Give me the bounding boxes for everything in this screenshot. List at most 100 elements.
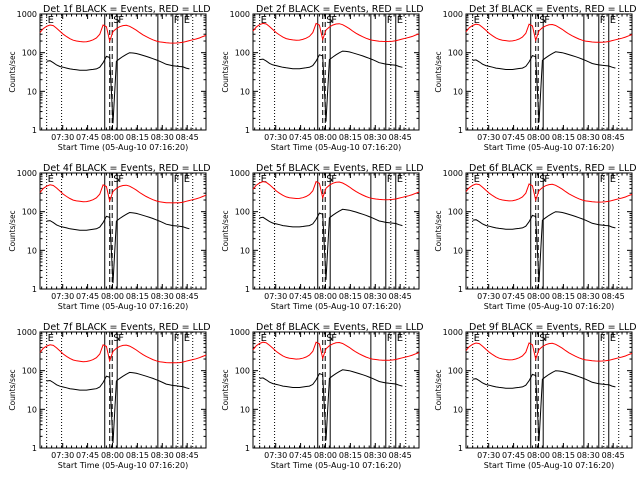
- x-tick-label: 08:45: [389, 292, 412, 301]
- marker-label: S: [113, 174, 119, 185]
- plot-frame: [465, 331, 633, 449]
- y-tick-label: 1000: [230, 10, 250, 19]
- y-tick-label: 1000: [230, 169, 250, 178]
- y-axis-label: Counts/sec: [8, 210, 17, 251]
- events-series-line: [259, 369, 403, 441]
- x-tick-label: 07:45: [502, 292, 525, 301]
- y-tick-label: 1000: [17, 328, 37, 337]
- x-tick-label: 08:00: [527, 451, 550, 460]
- y-tick-label: 1: [32, 285, 37, 294]
- x-tick-label: 08:30: [151, 451, 174, 460]
- events-series-line: [472, 211, 616, 283]
- marker-label: E: [48, 333, 54, 344]
- marker-label: F: [174, 15, 180, 26]
- marker-label: F: [544, 174, 550, 185]
- marker-label: F: [544, 333, 550, 344]
- x-tick-label: 08:15: [339, 451, 362, 460]
- panel-2: Det 2f BLACK = Events, RED = LLD 1 10 100 10…: [221, 4, 424, 152]
- marker-label: E: [610, 15, 616, 26]
- marker-label: E: [261, 15, 267, 26]
- y-tick-label: 100: [22, 49, 37, 58]
- x-tick-label: 08:30: [364, 292, 387, 301]
- x-tick-label: 08:00: [101, 451, 124, 460]
- plot-frame: [39, 331, 207, 449]
- x-tick-label: 07:45: [289, 292, 312, 301]
- x-tick-label: 08:30: [151, 292, 174, 301]
- marker-label: F: [174, 174, 180, 185]
- panel-1: Det 1f BLACK = Events, RED = LLD 1 10 100 10…: [8, 4, 211, 152]
- y-tick-label: 10: [27, 405, 37, 414]
- marker-label: E: [184, 333, 190, 344]
- x-tick-label: 07:30: [51, 133, 74, 142]
- x-tick-label: 07:45: [76, 451, 99, 460]
- x-tick-label: 08:30: [577, 451, 600, 460]
- marker-label: E: [261, 174, 267, 185]
- x-axis-label: Start Time (05-Aug-10 07:16:20): [484, 143, 615, 152]
- y-tick-label: 100: [235, 49, 250, 58]
- x-axis-label: Start Time (05-Aug-10 07:16:20): [271, 143, 402, 152]
- marker-label: F: [118, 174, 124, 185]
- y-tick-label: 1000: [443, 328, 463, 337]
- panel-title: Det 8f BLACK = Events, RED = LLD: [256, 322, 424, 333]
- x-axis-label: Start Time (05-Aug-10 07:16:20): [484, 461, 615, 470]
- x-tick-label: 08:45: [176, 292, 199, 301]
- y-axis-label: Counts/sec: [434, 51, 443, 92]
- marker-label: F: [118, 333, 124, 344]
- y-tick-label: 10: [240, 87, 250, 96]
- marker-label: S: [539, 174, 545, 185]
- y-axis-label: Counts/sec: [434, 369, 443, 410]
- panel-title: Det 6f BLACK = Events, RED = LLD: [469, 163, 637, 174]
- panel-title: Det 4f BLACK = Events, RED = LLD: [43, 163, 211, 174]
- panel-title: Det 1f BLACK = Events, RED = LLD: [43, 4, 211, 15]
- marker-label: F: [600, 333, 606, 344]
- y-tick-label: 100: [448, 49, 463, 58]
- x-tick-label: 07:45: [502, 451, 525, 460]
- x-tick-label: 08:15: [552, 133, 575, 142]
- x-axis-label: Start Time (05-Aug-10 07:16:20): [484, 302, 615, 311]
- x-tick-label: 08:00: [101, 133, 124, 142]
- lld-series-line: [39, 344, 207, 364]
- events-series-line: [46, 211, 190, 284]
- x-tick-label: 07:30: [264, 292, 287, 301]
- y-tick-label: 1000: [230, 328, 250, 337]
- plot-frame: [252, 172, 420, 290]
- events-series-line: [259, 50, 403, 122]
- panel-9: Det 9f BLACK = Events, RED = LLD 1 10 100 10…: [434, 322, 637, 470]
- marker-label: E: [397, 15, 403, 26]
- x-tick-label: 08:45: [602, 292, 625, 301]
- y-tick-label: 100: [235, 208, 250, 217]
- y-tick-label: 1000: [17, 169, 37, 178]
- y-tick-label: 100: [22, 208, 37, 217]
- x-tick-label: 07:45: [502, 133, 525, 142]
- marker-label: E: [184, 174, 190, 185]
- x-tick-label: 08:45: [602, 451, 625, 460]
- panel-8: Det 8f BLACK = Events, RED = LLD 1 10 100 10…: [221, 322, 424, 470]
- x-tick-label: 07:45: [76, 133, 99, 142]
- x-tick-label: 08:45: [389, 133, 412, 142]
- x-tick-label: 08:15: [339, 133, 362, 142]
- x-axis-label: Start Time (05-Aug-10 07:16:20): [58, 461, 189, 470]
- marker-label: F: [331, 333, 337, 344]
- events-series-line: [46, 52, 190, 124]
- marker-label: E: [184, 15, 190, 26]
- x-tick-label: 07:45: [289, 451, 312, 460]
- lld-series-line: [465, 342, 633, 362]
- marker-label: E: [610, 333, 616, 344]
- y-tick-label: 1: [458, 444, 463, 453]
- y-tick-label: 100: [235, 367, 250, 376]
- y-tick-label: 10: [240, 405, 250, 414]
- lld-series-line: [39, 24, 207, 44]
- x-tick-label: 07:30: [51, 451, 74, 460]
- y-axis-label: Counts/sec: [221, 210, 230, 251]
- y-tick-label: 1: [245, 444, 250, 453]
- marker-label: S: [326, 174, 332, 185]
- marker-label: E: [610, 174, 616, 185]
- y-tick-label: 1000: [17, 10, 37, 19]
- marker-label: S: [539, 15, 545, 26]
- plot-frame: [252, 13, 420, 131]
- events-series-line: [472, 370, 616, 442]
- y-tick-label: 1: [458, 285, 463, 294]
- marker-label: E: [474, 174, 480, 185]
- panel-5: Det 5f BLACK = Events, RED = LLD 1 10 100 10…: [221, 163, 424, 311]
- panel-3: Det 3f BLACK = Events, RED = LLD 1 10 100 10…: [434, 4, 637, 152]
